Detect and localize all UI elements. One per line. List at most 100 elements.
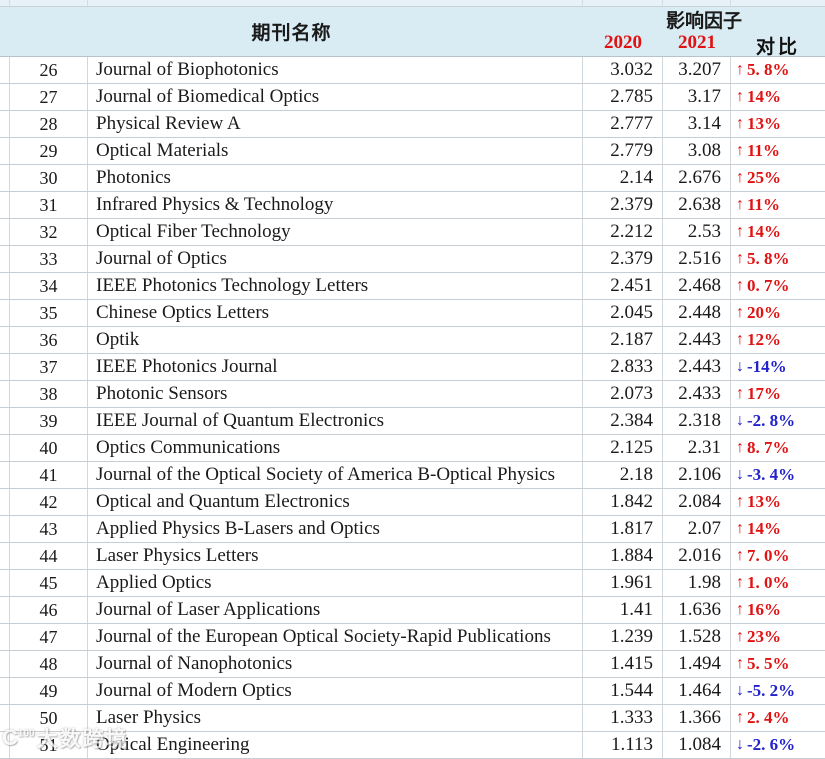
row-leading-cell xyxy=(0,219,10,245)
table-row: 26 Journal of Biophotonics 3.032 3.207 ↑… xyxy=(0,57,825,84)
table-row: 28 Physical Review A 2.777 3.14 ↑ 13% xyxy=(0,111,825,138)
row-leading-cell xyxy=(0,543,10,569)
row-number: 29 xyxy=(10,138,88,164)
up-arrow-icon: ↑ xyxy=(736,304,744,321)
journal-name: Optical Engineering xyxy=(88,732,583,758)
journal-name: Optical Materials xyxy=(88,138,583,164)
down-arrow-icon: ↓ xyxy=(736,358,744,375)
if-2021-value: 2.443 xyxy=(663,354,731,380)
row-leading-cell xyxy=(0,435,10,461)
row-leading-cell xyxy=(0,516,10,542)
if-2021-value: 2.31 xyxy=(663,435,731,461)
row-number: 37 xyxy=(10,354,88,380)
row-number: 50 xyxy=(10,705,88,731)
comparison-percent: 5. 5% xyxy=(747,654,790,673)
comparison-percent: 11% xyxy=(747,141,781,160)
table-row: 43 Applied Physics B-Lasers and Optics 1… xyxy=(0,516,825,543)
if-2021-value: 2.448 xyxy=(663,300,731,326)
journal-name: Photonics xyxy=(88,165,583,191)
if-2020-value: 1.333 xyxy=(583,705,663,731)
if-2020-value: 1.961 xyxy=(583,570,663,596)
journal-name: Optik xyxy=(88,327,583,353)
comparison-cell: ↓ -3. 4% xyxy=(731,462,825,488)
comparison-percent: 2. 4% xyxy=(747,708,790,727)
header-compare: 对比 xyxy=(755,37,800,58)
if-2021-value: 2.676 xyxy=(663,165,731,191)
row-number: 33 xyxy=(10,246,88,272)
journal-name: Optics Communications xyxy=(88,435,583,461)
comparison-cell: ↑ 8. 7% xyxy=(731,435,825,461)
row-number: 26 xyxy=(10,57,88,83)
journal-name: Journal of Modern Optics xyxy=(88,678,583,704)
if-2021-value: 3.14 xyxy=(663,111,731,137)
table-row: 42 Optical and Quantum Electronics 1.842… xyxy=(0,489,825,516)
if-2021-value: 2.433 xyxy=(663,381,731,407)
journal-name: Journal of Nanophotonics xyxy=(88,651,583,677)
top-partial-row xyxy=(0,0,825,7)
row-number: 51 xyxy=(10,732,88,758)
header-year-row: 2020 2021 对比 xyxy=(583,32,825,58)
row-leading-cell xyxy=(0,597,10,623)
comparison-cell: ↑ 5. 5% xyxy=(731,651,825,677)
table-row: 51 Optical Engineering 1.113 1.084 ↓ -2. … xyxy=(0,732,825,759)
table-row: 39 IEEE Journal of Quantum Electronics 2… xyxy=(0,408,825,435)
up-arrow-icon: ↑ xyxy=(736,196,744,213)
if-2021-value: 2.53 xyxy=(663,219,731,245)
up-arrow-icon: ↑ xyxy=(736,277,744,294)
row-leading-cell xyxy=(0,111,10,137)
if-2020-value: 1.544 xyxy=(583,678,663,704)
comparison-percent: 5. 8% xyxy=(747,60,790,79)
row-leading-cell xyxy=(0,138,10,164)
header-journal-name: 期刊名称 xyxy=(251,23,332,44)
comparison-percent: 13% xyxy=(747,492,781,511)
if-2020-value: 1.239 xyxy=(583,624,663,650)
journal-name: Applied Physics B-Lasers and Optics xyxy=(88,516,583,542)
comparison-cell: ↓ -2. 8% xyxy=(731,408,825,434)
header-year-2021: 2021 xyxy=(678,32,716,53)
table-row: 40 Optics Communications 2.125 2.31 ↑ 8. … xyxy=(0,435,825,462)
if-2020-value: 2.777 xyxy=(583,111,663,137)
row-number: 48 xyxy=(10,651,88,677)
comparison-percent: 25% xyxy=(747,168,781,187)
if-2020-value: 2.14 xyxy=(583,165,663,191)
table-row: 50 Laser Physics 1.333 1.366 ↑ 2. 4% xyxy=(0,705,825,732)
journal-name: Infrared Physics & Technology xyxy=(88,192,583,218)
comparison-percent: 17% xyxy=(747,384,781,403)
if-2020-value: 1.113 xyxy=(583,732,663,758)
if-2021-value: 2.468 xyxy=(663,273,731,299)
table-row: 38 Photonic Sensors 2.073 2.433 ↑ 17% xyxy=(0,381,825,408)
if-2021-value: 1.366 xyxy=(663,705,731,731)
table-row: 41 Journal of the Optical Society of Ame… xyxy=(0,462,825,489)
comparison-percent: 16% xyxy=(747,600,781,619)
comparison-percent: 7. 0% xyxy=(747,546,790,565)
up-arrow-icon: ↑ xyxy=(736,385,744,402)
comparison-cell: ↑ 7. 0% xyxy=(731,543,825,569)
journal-name: Physical Review A xyxy=(88,111,583,137)
comparison-percent: 12% xyxy=(747,330,781,349)
up-arrow-icon: ↑ xyxy=(736,142,744,159)
row-number: 43 xyxy=(10,516,88,542)
comparison-cell: ↑ 13% xyxy=(731,111,825,137)
row-leading-cell xyxy=(0,57,10,83)
table-header: 期刊名称 影响因子 2020 2021 对比 xyxy=(0,7,825,58)
row-number: 44 xyxy=(10,543,88,569)
if-2021-value: 2.318 xyxy=(663,408,731,434)
if-2020-value: 3.032 xyxy=(583,57,663,83)
if-2020-value: 1.41 xyxy=(583,597,663,623)
row-number: 35 xyxy=(10,300,88,326)
journal-name: Optical Fiber Technology xyxy=(88,219,583,245)
up-arrow-icon: ↑ xyxy=(736,115,744,132)
if-2020-value: 2.833 xyxy=(583,354,663,380)
up-arrow-icon: ↑ xyxy=(736,628,744,645)
header-impact-factor: 影响因子 xyxy=(665,11,742,32)
up-arrow-icon: ↑ xyxy=(736,250,744,267)
row-number: 41 xyxy=(10,462,88,488)
table-row: 36 Optik 2.187 2.443 ↑ 12% xyxy=(0,327,825,354)
row-leading-cell xyxy=(0,165,10,191)
table-row: 46 Journal of Laser Applications 1.41 1.… xyxy=(0,597,825,624)
up-arrow-icon: ↑ xyxy=(736,223,744,240)
row-leading-cell xyxy=(0,408,10,434)
if-2020-value: 2.212 xyxy=(583,219,663,245)
comparison-percent: 8. 7% xyxy=(747,438,790,457)
row-number: 47 xyxy=(10,624,88,650)
